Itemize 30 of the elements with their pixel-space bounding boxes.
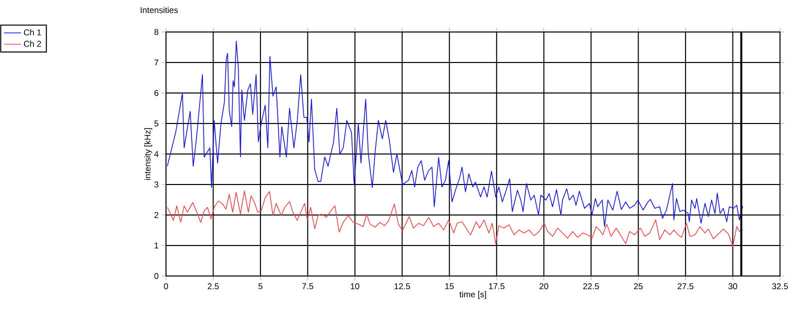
legend-label: Ch 1 xyxy=(24,29,41,36)
y-tick-label: 1 xyxy=(154,242,158,248)
legend-label: Ch 2 xyxy=(24,40,41,47)
x-tick-label: 20 xyxy=(540,283,548,290)
x-tick-label: 22.5 xyxy=(583,283,599,290)
y-tick-label: 7 xyxy=(154,60,158,66)
y-tick-label: 5 xyxy=(154,120,158,126)
x-tick-label: 27.5 xyxy=(678,283,694,290)
y-tick-label: 6 xyxy=(154,90,158,96)
x-tick-label: 17.5 xyxy=(489,283,505,290)
x-tick-label: 25 xyxy=(634,283,643,290)
x-tick-label: 10 xyxy=(350,283,360,290)
x-tick-label: 32.5 xyxy=(772,283,788,290)
y-tick-label: 3 xyxy=(154,182,158,188)
y-axis-title: intensity [kHz] xyxy=(144,128,152,180)
x-tick-label: 30 xyxy=(728,283,738,290)
chart-title: Intensities xyxy=(140,6,178,14)
line-series xyxy=(166,40,744,227)
x-tick-label: 0 xyxy=(164,283,168,290)
y-tick-label: 8 xyxy=(154,29,158,35)
y-tick-label: 2 xyxy=(154,212,158,218)
x-axis-title: time [s] xyxy=(459,291,486,300)
y-tick-label: 0 xyxy=(154,273,158,279)
x-tick-label: 15 xyxy=(445,283,454,290)
x-tick-label: 12.5 xyxy=(394,283,410,290)
x-tick-label: 7.5 xyxy=(302,283,314,290)
line-series xyxy=(166,190,744,247)
x-tick-label: 5 xyxy=(258,283,262,290)
x-tick-label: 2.5 xyxy=(208,283,219,290)
y-tick-label: 4 xyxy=(154,151,158,157)
